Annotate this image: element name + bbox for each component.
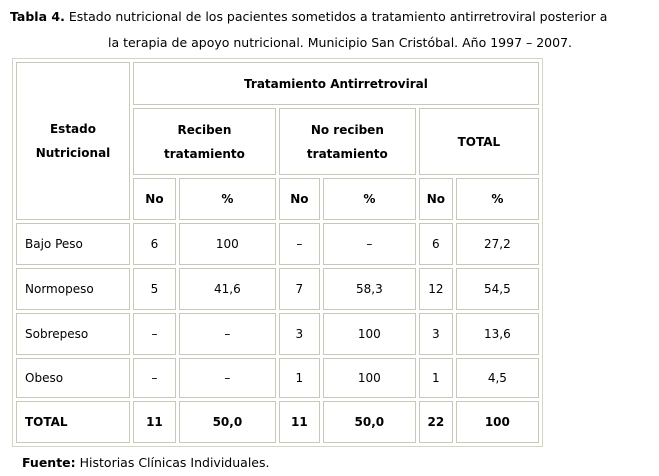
row-label: Sobrepeso xyxy=(16,313,130,355)
cell: 1 xyxy=(418,358,453,398)
subheader-no: No xyxy=(133,178,176,220)
cell: 100 xyxy=(178,223,276,265)
cell: 100 xyxy=(322,313,416,355)
cell: 22 xyxy=(418,401,453,443)
nutrition-table: Estado Nutricional Tratamiento Antirretr… xyxy=(12,58,543,447)
cell: – xyxy=(178,358,276,398)
cell: – xyxy=(278,223,320,265)
cell: 3 xyxy=(418,313,453,355)
subheader-row: No % No % No % xyxy=(16,178,539,220)
cell: 6 xyxy=(133,223,176,265)
caption-label: Tabla 4. xyxy=(10,9,65,24)
header-estado-nutricional: Estado Nutricional xyxy=(16,62,130,220)
cell: 50,0 xyxy=(322,401,416,443)
caption-line2: la terapia de apoyo nutricional. Municip… xyxy=(107,35,573,50)
cell: – xyxy=(133,358,176,398)
header-no-reciben: No reciben tratamiento xyxy=(278,108,416,175)
subheader-no: No xyxy=(418,178,453,220)
cell: 54,5 xyxy=(455,268,539,310)
cell: 6 xyxy=(418,223,453,265)
cell: 5 xyxy=(133,268,176,310)
source-label: Fuente: xyxy=(22,455,76,470)
cell: 11 xyxy=(133,401,176,443)
cell: 58,3 xyxy=(322,268,416,310)
cell: 3 xyxy=(278,313,320,355)
cell: – xyxy=(322,223,416,265)
row-label: Obeso xyxy=(16,358,130,398)
source-note: Fuente: Historias Clínicas Individuales. xyxy=(22,455,269,470)
cell: 12 xyxy=(418,268,453,310)
subheader-no: No xyxy=(278,178,320,220)
header-total: TOTAL xyxy=(418,108,539,175)
subheader-pct: % xyxy=(178,178,276,220)
total-row: TOTAL 11 50,0 11 50,0 22 100 xyxy=(16,401,539,443)
cell: 11 xyxy=(278,401,320,443)
table-row: Normopeso 5 41,6 7 58,3 12 54,5 xyxy=(16,268,539,310)
cell: 13,6 xyxy=(455,313,539,355)
table-row: Obeso – – 1 100 1 4,5 xyxy=(16,358,539,398)
cell: 100 xyxy=(455,401,539,443)
cell: 7 xyxy=(278,268,320,310)
cell: 41,6 xyxy=(178,268,276,310)
cell: 50,0 xyxy=(178,401,276,443)
cell: 100 xyxy=(322,358,416,398)
table-row: Bajo Peso 6 100 – – 6 27,2 xyxy=(16,223,539,265)
row-label: TOTAL xyxy=(16,401,130,443)
table-row: Sobrepeso – – 3 100 3 13,6 xyxy=(16,313,539,355)
source-text: Historias Clínicas Individuales. xyxy=(79,455,270,470)
header-reciben: Reciben tratamiento xyxy=(133,108,276,175)
caption-line1: Estado nutricional de los pacientes some… xyxy=(68,9,608,24)
cell: 27,2 xyxy=(455,223,539,265)
table-caption: Tabla 4. Estado nutricional de los pacie… xyxy=(10,4,650,56)
subheader-pct: % xyxy=(455,178,539,220)
cell: 1 xyxy=(278,358,320,398)
subheader-pct: % xyxy=(322,178,416,220)
header-tratamiento: Tratamiento Antirretroviral xyxy=(133,62,539,105)
row-label: Normopeso xyxy=(16,268,130,310)
row-label: Bajo Peso xyxy=(16,223,130,265)
cell: – xyxy=(133,313,176,355)
cell: 4,5 xyxy=(455,358,539,398)
cell: – xyxy=(178,313,276,355)
